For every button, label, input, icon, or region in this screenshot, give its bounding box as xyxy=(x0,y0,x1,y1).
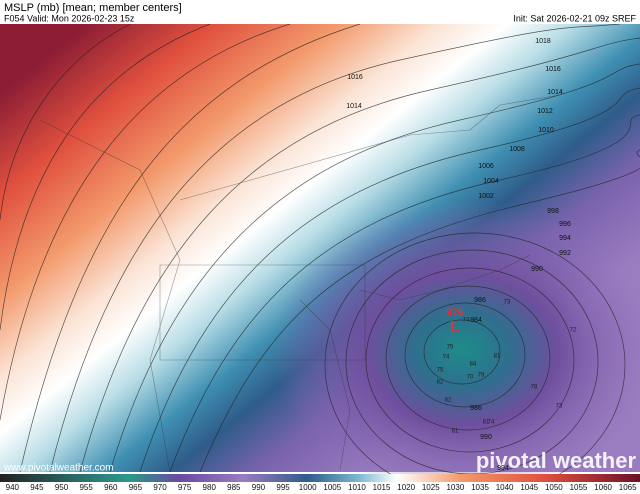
isobar-label: 1014 xyxy=(547,89,563,96)
isobar-label: 994 xyxy=(497,465,509,472)
member-center: 81 xyxy=(483,420,490,426)
colorbar-label: 1050 xyxy=(545,483,563,492)
isobar-label: 1018 xyxy=(535,38,551,45)
isobar-label: 984 xyxy=(470,317,482,324)
init-time: Init: Sat 2026-02-21 09z SREF xyxy=(513,13,636,23)
colorbar-label: 965 xyxy=(129,483,143,492)
colorbar-label: 950 xyxy=(55,483,69,492)
member-center: 70 xyxy=(467,375,474,381)
isobar-label: 1010 xyxy=(538,127,554,134)
colorbar xyxy=(0,474,640,482)
isobar-label: 996 xyxy=(559,221,571,228)
isobar-label: 1012 xyxy=(537,108,553,115)
member-center: 72 xyxy=(570,328,577,334)
colorbar-label: 1030 xyxy=(446,483,464,492)
colorbar-label: 955 xyxy=(79,483,93,492)
colorbar-label: 970 xyxy=(153,483,167,492)
isobar-label: 998 xyxy=(547,208,559,215)
colorbar-label: 1025 xyxy=(422,483,440,492)
colorbar-label: 1060 xyxy=(594,483,612,492)
member-center: 75 xyxy=(437,368,444,374)
member-center: 79 xyxy=(478,373,485,379)
member-center: 81 xyxy=(452,429,459,435)
colorbar-label: 1000 xyxy=(299,483,317,492)
colorbar-label: 1035 xyxy=(471,483,489,492)
member-center: 81 xyxy=(494,354,501,360)
low-symbol: L xyxy=(450,319,460,336)
isobar-label: 1016 xyxy=(347,74,363,81)
member-center: 74 xyxy=(463,318,470,324)
colorbar-label: 990 xyxy=(252,483,266,492)
member-center: 73 xyxy=(556,404,563,410)
title: MSLP (mb) [mean; member centers] xyxy=(4,2,182,14)
colorbar-label: 975 xyxy=(178,483,192,492)
header-bar xyxy=(0,0,640,24)
colorbar-label: 940 xyxy=(6,483,20,492)
isobar-label: 1002 xyxy=(478,193,494,200)
isobar-label: 1008 xyxy=(509,146,525,153)
member-center: 74 xyxy=(488,420,495,426)
colorbar-label: 1005 xyxy=(323,483,341,492)
isobar-label: 1004 xyxy=(483,178,499,185)
member-center: 74 xyxy=(443,355,450,361)
member-center: 78 xyxy=(531,385,538,391)
colorbar-label-bg xyxy=(0,482,640,494)
colorbar-label: 1010 xyxy=(348,483,366,492)
colorbar-label: 1040 xyxy=(496,483,514,492)
isobar-label: 986 xyxy=(470,405,482,412)
member-center: 82 xyxy=(437,380,444,386)
colorbar-label: 1045 xyxy=(520,483,538,492)
isobar-label: 1014 xyxy=(346,103,362,110)
colorbar-label: 1055 xyxy=(570,483,588,492)
isobar-label: 990 xyxy=(531,266,543,273)
isobar-label: 986 xyxy=(474,297,486,304)
member-center: 75 xyxy=(447,345,454,351)
isobar-label: 994 xyxy=(559,235,571,242)
colorbar-label: 945 xyxy=(30,483,44,492)
colorbar-label: 960 xyxy=(104,483,118,492)
member-center: 84 xyxy=(470,362,477,368)
boundaries xyxy=(39,94,561,473)
isobar-label: 990 xyxy=(480,434,492,441)
valid-time: F054 Valid: Mon 2026-02-23 15z xyxy=(4,13,135,23)
colorbar-label: 1020 xyxy=(397,483,415,492)
colorbar-label: 985 xyxy=(227,483,241,492)
isobar-label: 1006 xyxy=(478,163,494,170)
isobar-label: 992 xyxy=(559,250,571,257)
isobar-label: 1016 xyxy=(545,66,561,73)
colorbar-label: 980 xyxy=(203,483,217,492)
brand: pivotal weather xyxy=(476,448,637,473)
member-center: 73 xyxy=(504,300,511,306)
colorbar-label: 1015 xyxy=(373,483,391,492)
colorbar-label: 1065 xyxy=(619,483,637,492)
member-center: 82 xyxy=(445,398,452,404)
site-url: www.pivotalweather.com xyxy=(3,463,114,474)
low-pressure: 976 xyxy=(447,308,464,319)
colorbar-label: 995 xyxy=(276,483,290,492)
